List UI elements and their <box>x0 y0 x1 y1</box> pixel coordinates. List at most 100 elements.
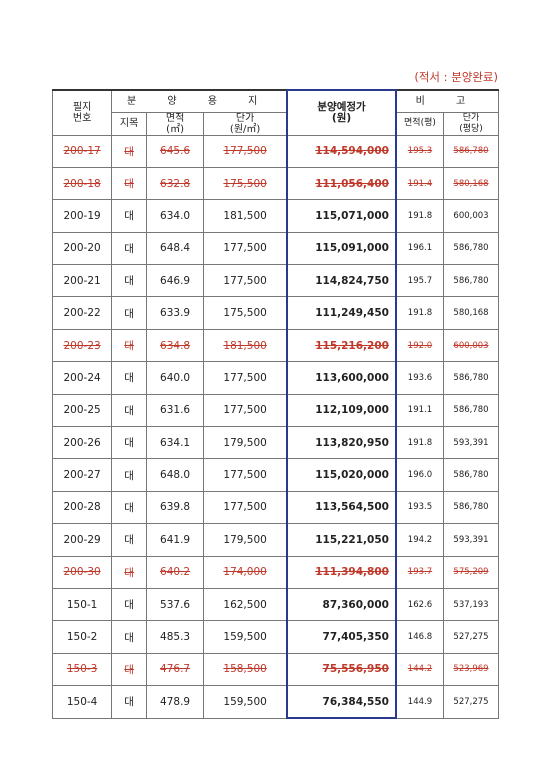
area-pyeong-cell: 191.8 <box>395 199 444 233</box>
area-cell: 646.9 <box>146 264 205 298</box>
area-cell: 648.4 <box>146 231 205 266</box>
unit-price-cell: 158,500 <box>203 652 288 687</box>
planned-price-cell: 115,020,000 <box>286 458 397 492</box>
area-cell: 633.9 <box>146 296 205 330</box>
land-type-cell: 대 <box>111 231 148 266</box>
land-type-cell: 대 <box>111 555 148 589</box>
area-pyeong-cell: 193.5 <box>395 490 444 525</box>
area-cell: 634.1 <box>146 426 205 460</box>
price-per-pyeong-cell: 537,193 <box>443 587 499 622</box>
unit-price-cell: 175,500 <box>203 166 288 201</box>
price-per-pyeong-cell: 586,780 <box>443 264 499 298</box>
table-row-sold: 200-30 대 640.2 174,000 111,394,800 193.7 575,2… <box>51 555 499 589</box>
area-pyeong-cell: 191.4 <box>395 166 444 201</box>
table-row: 150-2 대 485.3 159,500 77,405,350 146.8 527,275 <box>51 620 499 654</box>
area-pyeong-cell: 195.7 <box>395 264 444 298</box>
lot-cell: 200-25 <box>51 393 113 428</box>
area-pyeong-cell: 195.3 <box>395 134 444 168</box>
area-pyeong-cell: 144.9 <box>395 685 444 719</box>
land-sale-table: 필지 번호 분 양 용 지 분양예정가 (원) 비 고 지목 면적 (㎡) 단가… <box>51 89 499 720</box>
header-unit-price: 단가 (원/㎡) <box>203 111 288 136</box>
unit-price-cell: 177,500 <box>203 134 288 168</box>
land-type-cell: 대 <box>111 685 148 719</box>
table-row: 200-28 대 639.8 177,500 113,564,500 193.5 586,7… <box>51 490 499 525</box>
sale-status-note: (적서 : 분양완료) <box>414 70 498 84</box>
area-pyeong-cell: 191.8 <box>395 426 444 460</box>
table-row: 200-25 대 631.6 177,500 112,109,000 191.1 586,7… <box>51 393 499 428</box>
land-type-cell: 대 <box>111 361 148 395</box>
price-per-pyeong-cell: 600,003 <box>443 328 499 363</box>
lot-cell: 200-23 <box>51 328 113 363</box>
table-row: 150-1 대 537.6 162,500 87,360,000 162.6 537,193 <box>51 587 499 622</box>
unit-price-cell: 159,500 <box>203 620 288 654</box>
unit-price-cell: 159,500 <box>203 685 288 719</box>
table-row-sold: 200-18 대 632.8 175,500 111,056,400 191.4 580,1… <box>51 166 499 201</box>
area-cell: 478.9 <box>146 685 205 719</box>
land-type-cell: 대 <box>111 652 148 687</box>
lot-cell: 200-29 <box>51 523 113 557</box>
table-row: 200-27 대 648.0 177,500 115,020,000 196.0 586,7… <box>51 458 499 492</box>
planned-price-cell: 111,056,400 <box>286 166 397 201</box>
price-per-pyeong-cell: 580,168 <box>443 296 499 330</box>
area-cell: 641.9 <box>146 523 205 557</box>
header-unit-price-pyeong: 단가 (평당) <box>443 111 499 136</box>
area-cell: 631.6 <box>146 393 205 428</box>
area-pyeong-cell: 191.1 <box>395 393 444 428</box>
planned-price-cell: 111,394,800 <box>286 555 397 589</box>
area-cell: 639.8 <box>146 490 205 525</box>
planned-price-cell: 113,564,500 <box>286 490 397 525</box>
area-cell: 645.6 <box>146 134 205 168</box>
price-per-pyeong-cell: 586,780 <box>443 361 499 395</box>
area-cell: 476.7 <box>146 652 205 687</box>
table-row: 200-26 대 634.1 179,500 113,820,950 191.8 593,3… <box>51 426 499 460</box>
area-cell: 485.3 <box>146 620 205 654</box>
price-per-pyeong-cell: 527,275 <box>443 685 499 719</box>
planned-price-cell: 77,405,350 <box>286 620 397 654</box>
header-area: 면적 (㎡) <box>146 111 205 136</box>
planned-price-cell: 115,216,200 <box>286 328 397 363</box>
unit-price-cell: 162,500 <box>203 587 288 622</box>
table-row-sold: 200-17 대 645.6 177,500 114,594,000 195.3 586,7… <box>51 134 499 168</box>
header-remarks-text: 비 고 <box>415 95 480 107</box>
price-per-pyeong-cell: 586,780 <box>443 134 499 168</box>
land-type-cell: 대 <box>111 166 148 201</box>
area-pyeong-cell: 192.0 <box>395 328 444 363</box>
lot-cell: 200-30 <box>51 555 113 589</box>
price-per-pyeong-cell: 593,391 <box>443 523 499 557</box>
lot-cell: 200-17 <box>51 134 113 168</box>
unit-price-cell: 177,500 <box>203 361 288 395</box>
lot-cell: 200-22 <box>51 296 113 330</box>
price-per-pyeong-cell: 523,969 <box>443 652 499 687</box>
price-per-pyeong-cell: 527,275 <box>443 620 499 654</box>
land-type-cell: 대 <box>111 264 148 298</box>
planned-price-cell: 115,221,050 <box>286 523 397 557</box>
area-cell: 634.0 <box>146 199 205 233</box>
area-pyeong-cell: 194.2 <box>395 523 444 557</box>
land-type-cell: 대 <box>111 328 148 363</box>
area-pyeong-cell: 146.8 <box>395 620 444 654</box>
unit-price-cell: 177,500 <box>203 264 288 298</box>
table-row: 200-21 대 646.9 177,500 114,824,750 195.7 586,7… <box>51 264 499 298</box>
lot-cell: 150-4 <box>51 685 113 719</box>
unit-price-cell: 175,500 <box>203 296 288 330</box>
table-row: 200-19 대 634.0 181,500 115,071,000 191.8 600,0… <box>51 199 499 233</box>
planned-price-cell: 115,091,000 <box>286 231 397 266</box>
lot-cell: 200-26 <box>51 426 113 460</box>
header-land-type: 지목 <box>111 111 148 136</box>
price-per-pyeong-cell: 600,003 <box>443 199 499 233</box>
land-type-cell: 대 <box>111 587 148 622</box>
lot-cell: 200-24 <box>51 361 113 395</box>
area-pyeong-cell: 162.6 <box>395 587 444 622</box>
header-remarks-group: 비 고 <box>395 89 499 113</box>
table-row: 200-22 대 633.9 175,500 111,249,450 191.8 580,1… <box>51 296 499 330</box>
unit-price-cell: 177,500 <box>203 490 288 525</box>
lot-cell: 200-19 <box>51 199 113 233</box>
unit-price-cell: 174,000 <box>203 555 288 589</box>
lot-cell: 200-18 <box>51 166 113 201</box>
unit-price-cell: 177,500 <box>203 231 288 266</box>
planned-price-cell: 115,071,000 <box>286 199 397 233</box>
unit-price-cell: 179,500 <box>203 523 288 557</box>
lot-cell: 150-3 <box>51 652 113 687</box>
area-cell: 640.2 <box>146 555 205 589</box>
land-type-cell: 대 <box>111 490 148 525</box>
